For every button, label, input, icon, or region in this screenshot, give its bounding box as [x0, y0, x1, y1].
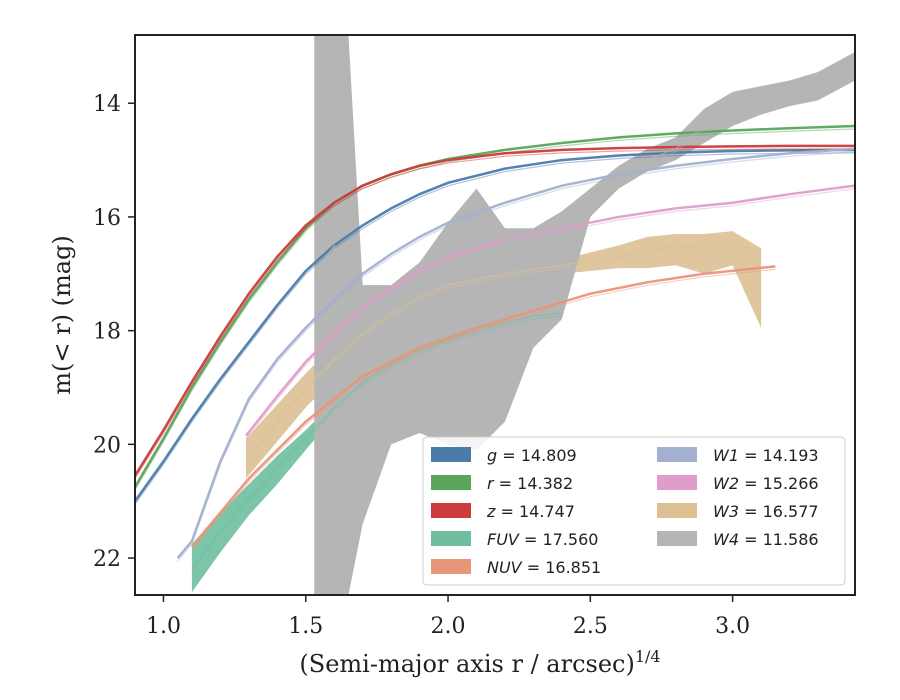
legend-swatch-z	[431, 503, 471, 518]
legend-swatch-w2	[657, 475, 697, 490]
model-w4	[313, 68, 855, 318]
legend-label-g: g = 14.809	[487, 446, 577, 465]
x-axis-label: (Semi-major axis r / arcsec)1/4	[299, 647, 660, 678]
model-z	[135, 148, 855, 479]
x-tick-label: 2.0	[431, 614, 466, 639]
legend-label-fuv: FUV = 17.560	[487, 530, 598, 549]
legend-label-w4: W4 = 11.586	[713, 530, 819, 549]
legend-label-w1: W1 = 14.193	[713, 446, 819, 465]
y-tick-label: 14	[93, 92, 121, 117]
line-z	[135, 144, 855, 477]
model-g	[135, 152, 855, 505]
axes: 1.0 1.5 2.0 2.5 3.0 14 16 18 20 22	[93, 34, 856, 639]
x-tick-label: 3.0	[715, 614, 750, 639]
y-axis-label: m(< r) (mag)	[48, 235, 76, 394]
legend-label-r: r = 14.382	[487, 474, 573, 493]
line-w2	[245, 184, 855, 437]
legend-swatch-g	[431, 447, 471, 462]
x-tick-label: 1.5	[288, 614, 323, 639]
model-fuv	[191, 314, 562, 573]
model-nuv	[191, 268, 776, 551]
model-w2	[245, 188, 855, 440]
model-r	[135, 128, 855, 491]
plot-area	[135, 35, 855, 595]
line-fuv	[191, 311, 562, 570]
legend-swatch-r	[431, 475, 471, 490]
legend-label-w2: W2 = 15.266	[713, 474, 819, 493]
x-tick-label: 1.0	[146, 614, 181, 639]
plot-frame	[134, 34, 856, 596]
legend-swatch-fuv	[431, 531, 471, 546]
line-w4	[313, 65, 855, 315]
legend-label-z: z = 14.747	[486, 502, 575, 521]
legend-label-w3: W3 = 16.577	[713, 502, 819, 521]
x-tick-label: 2.5	[573, 614, 608, 639]
y-tick-label: 20	[93, 433, 121, 458]
legend: g = 14.809 r = 14.382 z = 14.747 FUV = 17.5…	[422, 436, 846, 586]
model-w3	[245, 244, 762, 465]
y-tick-label: 16	[93, 206, 121, 231]
legend-swatch-w3	[657, 503, 697, 518]
line-g	[135, 148, 855, 502]
line-w3	[245, 241, 762, 462]
legend-swatch-w4	[657, 531, 697, 546]
line-nuv	[190, 265, 776, 548]
legend-swatch-nuv	[431, 559, 471, 574]
legend-box	[422, 436, 846, 586]
model-w1	[177, 151, 855, 562]
line-w1	[176, 147, 855, 559]
legend-label-nuv: NUV = 16.851	[487, 558, 601, 577]
y-tick-label: 18	[93, 320, 121, 345]
legend-swatch-w1	[657, 447, 697, 462]
y-tick-label: 22	[93, 547, 121, 572]
